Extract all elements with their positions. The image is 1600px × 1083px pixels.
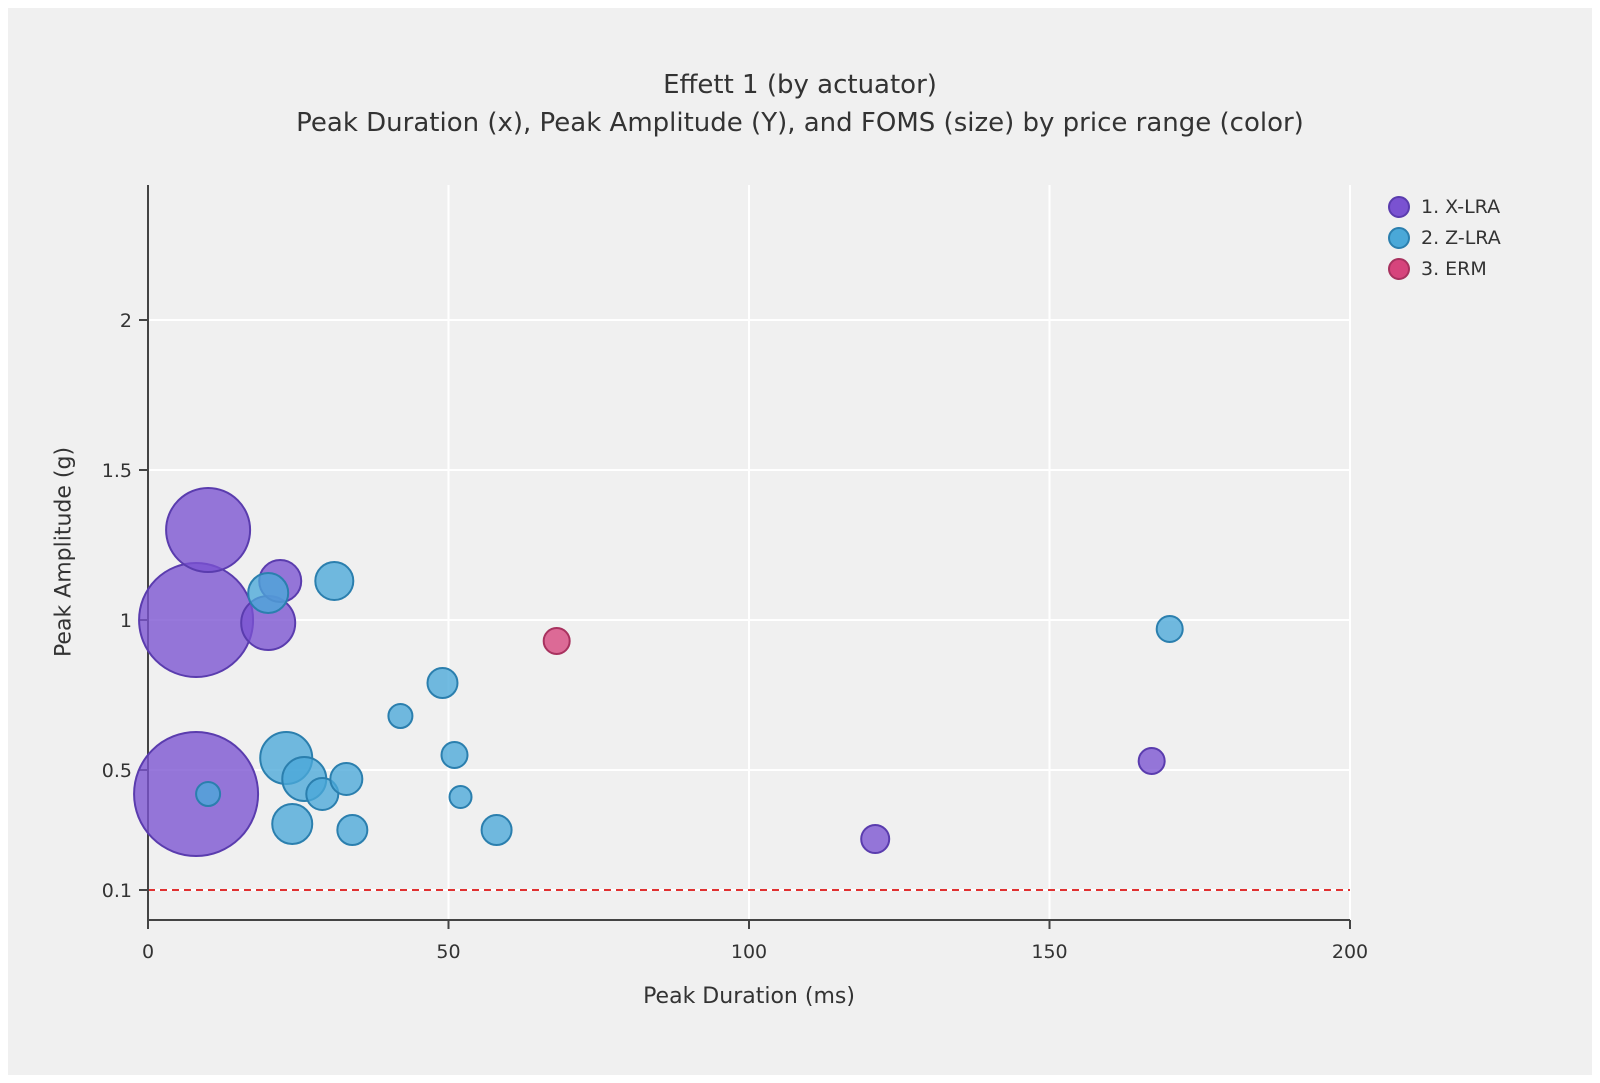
- bubble--x-lra: [165, 487, 252, 573]
- bubble--z-lra: [448, 785, 473, 809]
- bubble--z-lra: [387, 703, 414, 729]
- bubble--z-lra: [305, 777, 340, 811]
- chart-title: Effett 1 (by actuator): [663, 70, 937, 100]
- legend-label-x-lra: 1. X-LRA: [1421, 196, 1501, 218]
- y-tick-label: 0.1: [102, 880, 132, 902]
- legend-item-erm: 3. ERM: [1388, 258, 1501, 280]
- y-tick-label: 1.5: [102, 460, 132, 482]
- x-tick-label: 200: [1332, 941, 1368, 963]
- bubble--x-lra: [138, 562, 255, 678]
- bubble--erm: [542, 627, 571, 655]
- bubble--z-lra: [336, 814, 369, 846]
- y-tick-label: 2: [120, 310, 132, 332]
- legend-item-z-lra: 2. Z-LRA: [1388, 227, 1501, 249]
- legend-marker-erm-icon: [1388, 258, 1410, 280]
- y-axis-label: Peak Amplitude (g): [51, 446, 77, 658]
- bubble--z-lra: [1155, 615, 1184, 643]
- bubble--z-lra: [426, 667, 459, 699]
- x-tick-label: 50: [436, 941, 460, 963]
- bubble--x-lra: [860, 824, 891, 854]
- bubble--z-lra: [314, 561, 355, 601]
- y-tick-label: 1: [120, 610, 132, 632]
- legend-label-z-lra: 2. Z-LRA: [1421, 227, 1501, 249]
- bubble--z-lra: [440, 741, 469, 769]
- bubble--z-lra: [247, 572, 290, 614]
- bubble--x-lra: [1137, 747, 1166, 775]
- bubble--z-lra: [195, 781, 222, 807]
- legend: 1. X-LRA 2. Z-LRA 3. ERM: [1388, 196, 1501, 280]
- legend-label-erm: 3. ERM: [1421, 258, 1487, 280]
- x-axis-label: Peak Duration (ms): [643, 984, 855, 1009]
- x-tick-label: 150: [1031, 941, 1067, 963]
- bubble--z-lra: [329, 762, 364, 796]
- x-tick-label: 0: [142, 941, 154, 963]
- x-tick-label: 100: [731, 941, 767, 963]
- legend-marker-z-lra-icon: [1388, 227, 1410, 249]
- y-tick-label: 0.5: [102, 760, 132, 782]
- legend-marker-x-lra-icon: [1388, 196, 1410, 218]
- chart-subtitle: Peak Duration (x), Peak Amplitude (Y), a…: [296, 108, 1304, 138]
- legend-item-x-lra: 1. X-LRA: [1388, 196, 1501, 218]
- bubble--z-lra: [271, 803, 314, 845]
- bubble--z-lra: [480, 814, 513, 846]
